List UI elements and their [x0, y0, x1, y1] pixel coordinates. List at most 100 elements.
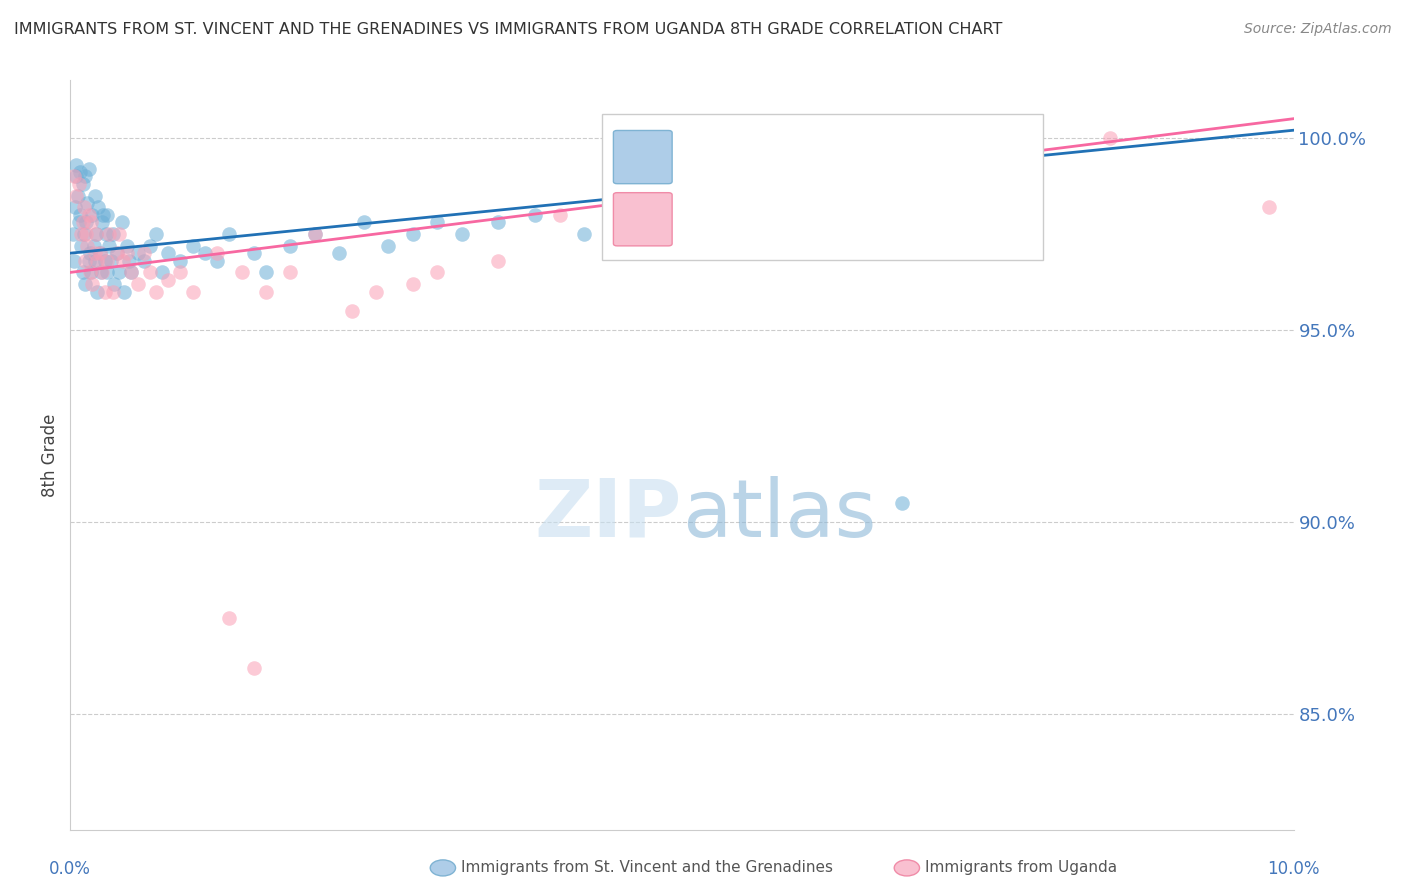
- Point: [83, 238, 105, 252]
- Point: [280, 265, 302, 279]
- Point: [70, 238, 93, 252]
- Point: [77, 208, 100, 222]
- Text: atlas: atlas: [682, 475, 876, 554]
- Point: [194, 246, 217, 260]
- Point: [89, 246, 111, 260]
- Point: [139, 238, 162, 252]
- Point: [671, 227, 693, 241]
- Point: [84, 227, 107, 241]
- Point: [91, 265, 114, 279]
- Point: [1099, 131, 1122, 145]
- Point: [100, 253, 122, 268]
- Point: [69, 208, 91, 222]
- Point: [115, 246, 138, 260]
- Point: [205, 253, 228, 268]
- Point: [145, 285, 167, 299]
- Point: [91, 215, 114, 229]
- Point: [817, 161, 839, 176]
- Point: [231, 265, 253, 279]
- Point: [72, 177, 94, 191]
- Point: [377, 238, 399, 252]
- Point: [915, 188, 938, 202]
- Point: [62, 227, 84, 241]
- Point: [524, 208, 547, 222]
- FancyBboxPatch shape: [613, 193, 672, 246]
- Point: [63, 169, 86, 184]
- Point: [304, 227, 326, 241]
- Point: [65, 188, 87, 202]
- Point: [77, 253, 100, 268]
- Point: [82, 208, 104, 222]
- Point: [145, 227, 167, 241]
- Point: [426, 265, 449, 279]
- Point: [72, 265, 94, 279]
- Point: [243, 246, 266, 260]
- Point: [84, 227, 107, 241]
- Point: [205, 246, 228, 260]
- Point: [82, 277, 104, 291]
- Point: [108, 265, 131, 279]
- Point: [73, 169, 96, 184]
- Point: [91, 208, 114, 222]
- Point: [86, 285, 108, 299]
- Point: [87, 200, 110, 214]
- Point: [63, 200, 86, 214]
- Point: [366, 285, 388, 299]
- Point: [98, 238, 121, 252]
- Point: [67, 177, 90, 191]
- FancyBboxPatch shape: [602, 114, 1043, 260]
- Point: [76, 196, 98, 211]
- Point: [132, 253, 155, 268]
- Point: [169, 253, 191, 268]
- Point: [169, 265, 191, 279]
- Point: [121, 265, 143, 279]
- Point: [73, 200, 96, 214]
- Point: [65, 169, 87, 184]
- Point: [73, 253, 96, 268]
- Point: [75, 215, 97, 229]
- Point: [157, 273, 180, 287]
- Point: [139, 265, 162, 279]
- Point: [254, 265, 277, 279]
- Point: [157, 246, 180, 260]
- Point: [572, 227, 595, 241]
- Point: [488, 215, 510, 229]
- Point: [83, 246, 105, 260]
- Point: [66, 188, 89, 202]
- Point: [118, 253, 141, 268]
- Y-axis label: 8th Grade: 8th Grade: [41, 413, 59, 497]
- Point: [93, 253, 115, 268]
- Point: [328, 246, 350, 260]
- Point: [181, 238, 204, 252]
- Text: 0.0%: 0.0%: [49, 860, 91, 878]
- Point: [304, 227, 326, 241]
- Point: [63, 253, 86, 268]
- Point: [79, 265, 101, 279]
- Text: Immigrants from St. Vincent and the Grenadines: Immigrants from St. Vincent and the Gren…: [461, 861, 834, 875]
- Point: [73, 277, 96, 291]
- Point: [72, 215, 94, 229]
- Point: [67, 215, 90, 229]
- Point: [89, 246, 111, 260]
- Point: [103, 277, 125, 291]
- Point: [111, 253, 134, 268]
- Text: Immigrants from Uganda: Immigrants from Uganda: [925, 861, 1118, 875]
- Point: [80, 215, 103, 229]
- Point: [73, 227, 96, 241]
- Point: [488, 253, 510, 268]
- Point: [218, 227, 240, 241]
- Text: Source: ZipAtlas.com: Source: ZipAtlas.com: [1244, 22, 1392, 37]
- Point: [254, 285, 277, 299]
- Point: [243, 661, 266, 675]
- FancyBboxPatch shape: [613, 130, 672, 184]
- Point: [402, 277, 425, 291]
- Text: R = 0.325    N = 52: R = 0.325 N = 52: [679, 210, 879, 228]
- Text: 10.0%: 10.0%: [1267, 860, 1320, 878]
- Point: [402, 227, 425, 241]
- Point: [647, 200, 669, 214]
- Point: [127, 246, 149, 260]
- Point: [93, 285, 115, 299]
- Point: [132, 246, 155, 260]
- Point: [112, 285, 135, 299]
- Point: [76, 238, 98, 252]
